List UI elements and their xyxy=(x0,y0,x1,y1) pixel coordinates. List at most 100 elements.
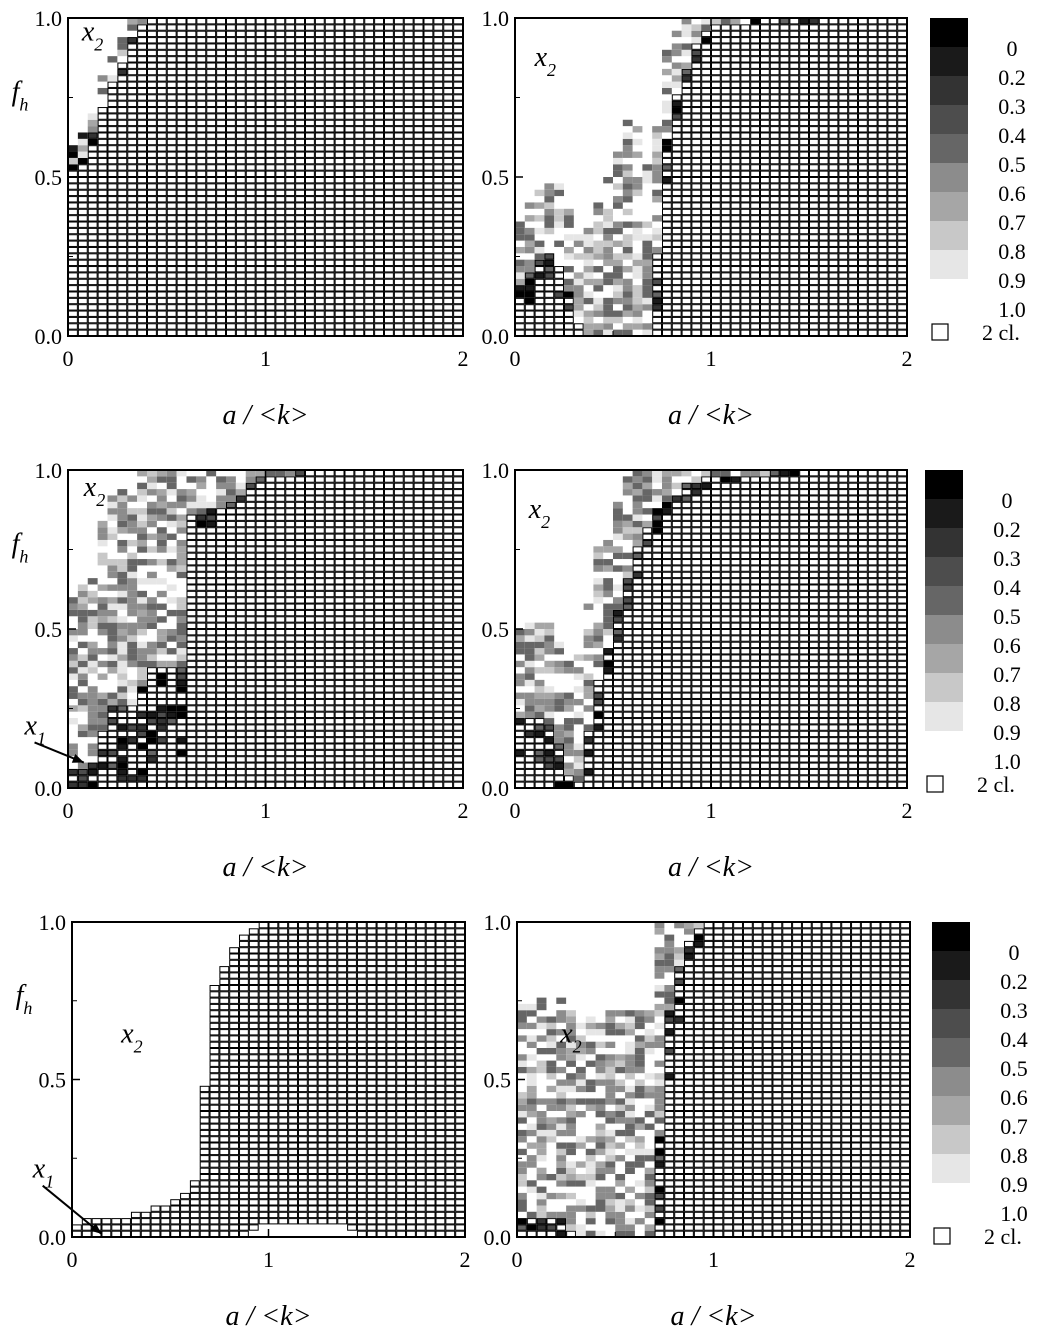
heatmap-cell xyxy=(848,151,859,158)
heatmap-cell xyxy=(137,489,147,496)
heatmap-cell xyxy=(285,304,296,311)
heatmap-cell xyxy=(107,253,118,260)
heatmap-cell xyxy=(87,208,98,216)
heatmap-cell xyxy=(750,285,761,292)
heatmap-cell xyxy=(848,18,859,25)
heatmap-cell xyxy=(354,240,365,247)
heatmap-cell xyxy=(156,679,167,687)
heatmap-cell xyxy=(453,100,463,108)
heatmap-cell xyxy=(384,316,394,324)
heatmap-cell xyxy=(354,768,365,776)
heatmap-cell xyxy=(681,215,692,222)
heatmap-cell xyxy=(848,37,859,44)
heatmap-cell xyxy=(147,215,157,222)
heatmap-cell xyxy=(760,81,770,88)
heatmap-cell xyxy=(156,762,167,769)
heatmap-cell xyxy=(176,501,187,509)
heatmap-cell xyxy=(354,718,365,725)
heatmap-cell xyxy=(295,132,305,139)
heatmap-cell xyxy=(255,30,266,38)
heatmap-cell xyxy=(838,240,849,247)
heatmap-cell xyxy=(671,30,682,38)
heatmap-cell xyxy=(324,202,335,209)
heatmap-cell xyxy=(324,297,335,305)
heatmap-cell xyxy=(314,552,325,560)
heatmap-cell xyxy=(691,24,702,31)
heatmap-cell xyxy=(433,329,444,337)
heatmap-cell xyxy=(305,170,315,177)
heatmap-cell xyxy=(779,285,790,292)
heatmap-cell xyxy=(711,62,721,69)
heatmap-cell xyxy=(285,552,296,560)
heatmap-cell xyxy=(691,259,702,267)
heatmap-cell xyxy=(107,132,118,139)
heatmap-cell xyxy=(137,94,147,101)
heatmap-cell xyxy=(691,132,702,139)
heatmap-cell xyxy=(87,164,98,171)
heatmap-cell xyxy=(186,654,197,661)
heatmap-cell xyxy=(107,603,118,610)
heatmap-cell xyxy=(740,68,751,76)
heatmap-cell xyxy=(156,18,167,25)
heatmap-cell xyxy=(384,285,394,292)
heatmap-cell xyxy=(720,240,731,247)
heatmap-cell xyxy=(117,100,128,108)
heatmap-cell xyxy=(403,132,414,139)
heatmap-cell xyxy=(544,278,555,286)
heatmap-cell xyxy=(671,183,682,190)
heatmap-cell xyxy=(858,49,868,57)
heatmap-cell xyxy=(305,616,315,623)
heatmap-cell xyxy=(681,81,692,88)
heatmap-cell xyxy=(453,329,463,337)
heatmap-cell xyxy=(393,775,404,782)
heatmap-cell xyxy=(443,151,454,158)
heatmap-cell xyxy=(314,272,325,279)
heatmap-cell xyxy=(245,495,256,502)
heatmap-cell xyxy=(206,762,217,769)
heatmap-cell xyxy=(324,470,335,477)
heatmap-cell xyxy=(515,304,525,311)
heatmap-cell xyxy=(573,272,584,279)
heatmap-cell xyxy=(603,253,613,260)
heatmap-cell xyxy=(515,227,525,235)
heatmap-cell xyxy=(186,183,197,190)
heatmap-cell xyxy=(701,177,712,184)
heatmap-cell xyxy=(107,609,118,617)
heatmap-cell xyxy=(314,533,325,540)
heatmap-cell xyxy=(858,126,868,133)
heatmap-cell xyxy=(354,590,365,598)
heatmap-cell xyxy=(265,291,276,298)
heatmap-cell xyxy=(354,56,365,63)
heatmap-cell xyxy=(117,692,128,699)
heatmap-cell xyxy=(613,196,623,203)
heatmap-cell xyxy=(97,196,108,203)
heatmap-cell xyxy=(206,107,217,114)
heatmap-cell xyxy=(423,126,434,133)
heatmap-cell xyxy=(186,177,197,184)
heatmap-cell xyxy=(235,183,246,190)
heatmap-cell xyxy=(147,609,157,617)
heatmap-cell xyxy=(186,259,197,267)
heatmap-cell xyxy=(374,138,384,146)
heatmap-cell xyxy=(887,24,898,31)
heatmap-cell xyxy=(176,157,187,165)
heatmap-cell xyxy=(799,100,810,108)
heatmap-cell xyxy=(799,56,810,63)
heatmap-cell xyxy=(384,246,394,254)
heatmap-cell xyxy=(877,68,888,76)
heatmap-cell xyxy=(216,730,226,738)
heatmap-cell xyxy=(285,107,296,114)
heatmap-cell xyxy=(206,597,217,604)
heatmap-cell xyxy=(730,291,741,298)
heatmap-cell xyxy=(265,654,276,661)
heatmap-cell xyxy=(235,304,246,311)
heatmap-cell xyxy=(789,221,800,228)
heatmap-cell xyxy=(344,520,355,528)
heatmap-cell xyxy=(275,278,286,286)
heatmap-cell xyxy=(324,145,335,152)
heatmap-cell xyxy=(285,94,296,101)
heatmap-cell xyxy=(147,196,157,203)
heatmap-cell xyxy=(314,686,325,693)
heatmap-cell xyxy=(156,310,167,317)
heatmap-cell xyxy=(691,126,702,133)
